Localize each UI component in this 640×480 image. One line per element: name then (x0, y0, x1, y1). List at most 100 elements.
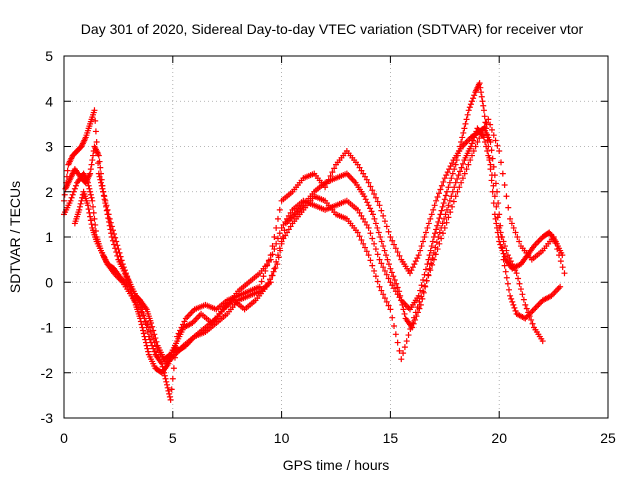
data-point-interp (470, 137, 477, 144)
data-point-interp (499, 170, 506, 177)
data-point-interp (417, 247, 424, 254)
data-point-interp (515, 275, 522, 282)
data-point-interp (436, 215, 443, 222)
data-point-interp (360, 170, 367, 177)
data-point-interp (111, 241, 118, 248)
data-point-interp (88, 161, 95, 168)
data-point-interp (450, 198, 457, 205)
y-tick-label: 4 (45, 93, 53, 109)
data-point-interp (164, 384, 171, 391)
data-point-interp (433, 226, 440, 233)
data-point-interp (72, 182, 79, 189)
data-point-interp (287, 209, 294, 216)
data-point-interp (418, 243, 425, 250)
data-point-interp (269, 243, 276, 250)
data-point-interp (108, 223, 115, 230)
data-point-interp (271, 234, 278, 240)
data-point (452, 161, 459, 168)
data-point (496, 224, 503, 231)
data-point-interp (500, 250, 507, 257)
data-point-interp (460, 129, 467, 136)
data-point-interp (500, 238, 507, 245)
data-point-interp (151, 348, 158, 355)
data-point-interp (426, 252, 433, 259)
data-point-interp (149, 323, 156, 330)
data-point-interp (428, 211, 435, 218)
data-point-interp (140, 327, 147, 334)
data-point-interp (374, 251, 381, 258)
data-point-interp (374, 224, 381, 231)
data-point-interp (123, 270, 130, 277)
x-axis-ticks: 0 5 10 15 20 25 (60, 56, 616, 446)
data-point-interp (101, 193, 108, 200)
data-point-interp (514, 234, 521, 240)
data-point-interp (430, 206, 437, 213)
data-point (485, 116, 492, 123)
data-point-interp (507, 258, 514, 265)
data-point-interp (412, 309, 419, 316)
data-point-interp (118, 257, 125, 264)
data-point-interp (482, 138, 489, 145)
data-point (354, 206, 361, 213)
data-point-interp (484, 148, 491, 155)
data-point-interp (88, 221, 95, 228)
data-point (496, 148, 503, 155)
data-point-interp (145, 348, 152, 355)
data-point-interp (511, 304, 518, 311)
y-axis-label: SDTVAR / TECUs (7, 181, 23, 293)
data-point-interp (482, 119, 489, 126)
data-point (480, 134, 487, 141)
data-point (108, 234, 115, 240)
data-point-interp (89, 157, 96, 164)
data-point-interp (168, 386, 175, 393)
data-point-interp (181, 318, 188, 325)
data-point-interp (108, 230, 115, 237)
data-point-interp (381, 267, 388, 274)
data-point-interp (448, 175, 455, 182)
data-point-interp (105, 211, 112, 218)
data-point (476, 80, 483, 87)
data-point (507, 215, 514, 222)
data-point-interp (271, 246, 278, 253)
data-point-interp (148, 332, 155, 339)
data-point-interp (391, 276, 398, 283)
data-point (463, 166, 470, 173)
data-point-interp (265, 257, 272, 264)
data-point (452, 193, 459, 200)
data-point-interp (153, 343, 160, 350)
data-point-interp (477, 84, 484, 91)
data-point-interp (162, 375, 169, 382)
data-point (474, 138, 481, 145)
data-point-interp (478, 93, 485, 100)
data-point-interp (384, 256, 391, 263)
data-point-interp (385, 228, 392, 235)
data-point-interp (440, 178, 447, 185)
data-point-interp (274, 252, 281, 259)
data-point-interp (427, 267, 434, 274)
data-point-interp (416, 298, 423, 305)
data-point-interp (439, 203, 446, 210)
data-point-interp (438, 182, 445, 189)
data-point-interp (380, 243, 387, 250)
x-tick-label: 20 (491, 430, 507, 446)
data-point-interp (276, 206, 283, 213)
data-point-interp (449, 203, 456, 210)
data-point-interp (87, 213, 94, 220)
data-point-interp (502, 243, 509, 250)
data-point-interp (471, 92, 478, 99)
data-point (433, 197, 440, 204)
data-point-interp (504, 280, 511, 287)
data-point-interp (150, 335, 157, 342)
data-point-interp (96, 173, 103, 180)
data-point-interp (414, 304, 421, 311)
data-point-interp (427, 247, 434, 254)
data-point (487, 161, 494, 168)
data-point-interp (92, 128, 99, 135)
data-point-interp (142, 339, 149, 346)
data-point-interp (446, 166, 453, 173)
data-point-interp (264, 262, 271, 269)
data-point-interp (144, 345, 151, 352)
data-point-interp (425, 272, 432, 279)
data-point-interp (510, 224, 517, 231)
data-point (398, 356, 405, 363)
